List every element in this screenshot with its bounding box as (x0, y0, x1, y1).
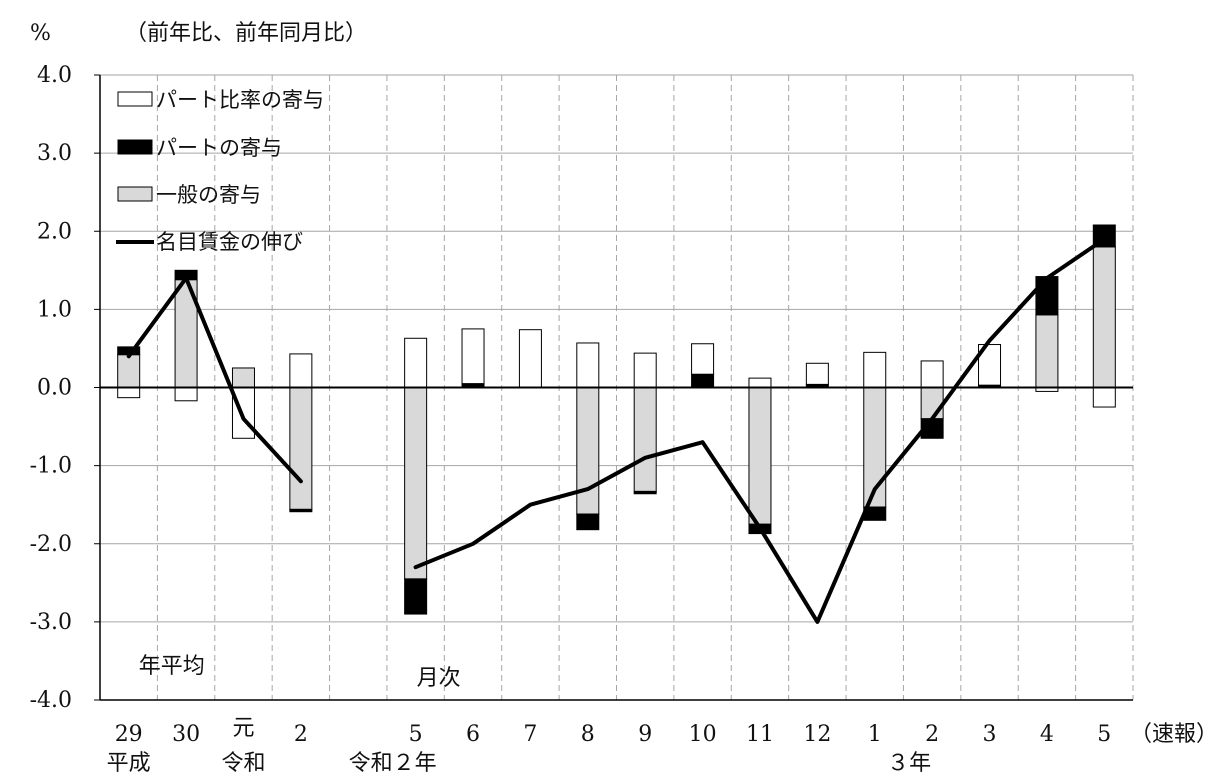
x-tick-label: 8 (581, 722, 595, 747)
bar-segment (748, 377, 772, 388)
x-tick-label: 12 (803, 722, 831, 747)
x-tick-label: 1 (868, 722, 882, 747)
bar-segment (117, 354, 141, 388)
y-tick-label: 4.0 (37, 63, 72, 88)
preliminary-label: （速報） (1130, 722, 1205, 747)
x-tick-label: 6 (466, 722, 480, 747)
x-tick-label: 2 (925, 722, 939, 747)
bar-segment (691, 343, 715, 375)
bar-segment (404, 578, 428, 615)
x-tick-label: 9 (638, 722, 652, 747)
bar-segment (289, 508, 313, 513)
bars (117, 224, 1116, 615)
y-tick-label: -2.0 (30, 532, 72, 557)
bar-segment (805, 362, 829, 385)
bar-segment (231, 367, 255, 388)
y-tick-label: -1.0 (30, 454, 72, 479)
bar-segment (289, 353, 313, 388)
section-label: 月次 (417, 666, 461, 691)
bar-segment (863, 351, 887, 388)
legend-label: 名目賃金の伸び (156, 230, 303, 254)
bar-segment (748, 387, 772, 525)
line-series (126, 237, 1107, 624)
y-tick-label: 0.0 (37, 376, 72, 401)
legend-label: 一般の寄与 (156, 183, 261, 207)
bar-segment (633, 352, 657, 388)
bar-segment (461, 328, 485, 385)
bar-segment (920, 360, 944, 388)
x-tick-label: 11 (746, 722, 774, 747)
nominal-wage-line (126, 276, 303, 484)
x-group-label: 令和２年 (349, 751, 437, 776)
x-group-label: 令和 (221, 751, 265, 776)
x-tick-label: 29 (115, 722, 143, 747)
x-tick-label: 30 (172, 722, 200, 747)
x-tick-label: 5 (1097, 722, 1111, 747)
bar-segment (404, 337, 428, 388)
bar-segment (633, 490, 657, 495)
y-tick-label: 2.0 (37, 219, 72, 244)
bar-segment (920, 387, 944, 420)
y-tick-label: 3.0 (37, 141, 72, 166)
bar-segment (576, 387, 600, 515)
bar-segment (404, 387, 428, 580)
x-tick-label: 元 (232, 716, 254, 741)
bar-segment (576, 342, 600, 388)
y-tick-label: -4.0 (30, 688, 72, 713)
bar-segment (117, 387, 141, 399)
chart-title: （前年比、前年同月比） (125, 21, 367, 46)
x-tick-label: 10 (689, 722, 717, 747)
legend-swatch (117, 139, 153, 155)
bar-segment (518, 329, 542, 388)
bar-segment (1092, 387, 1116, 408)
bar-segment (633, 387, 657, 492)
legend-label: パートの寄与 (156, 136, 282, 160)
bar-segment (1092, 246, 1116, 388)
bar-segment (691, 373, 715, 388)
bar-segment (576, 513, 600, 531)
bar-segment (289, 387, 313, 510)
x-tick-label: 4 (1040, 722, 1054, 747)
axes: 4.03.02.01.00.0-1.0-2.0-3.0-4.029 30 元 2 5 6 7… (30, 63, 1133, 776)
bar-segment (1035, 314, 1059, 388)
y-tick-label: 1.0 (37, 297, 72, 322)
bar-segment (174, 387, 198, 402)
x-tick-label: 7 (523, 722, 537, 747)
y-tick-label: -3.0 (30, 610, 72, 635)
bar-segment (978, 344, 1002, 386)
legend-swatch (117, 91, 153, 107)
y-unit-label: % (30, 21, 51, 46)
bar-segment (1035, 276, 1059, 316)
legend-label: パート比率の寄与 (156, 88, 324, 112)
section-label: 年平均 (139, 654, 205, 679)
legend-swatch (117, 186, 153, 202)
x-group-label: ３年 (887, 751, 931, 776)
nominal-wage-line (413, 237, 1107, 624)
x-tick-label: 5 (409, 722, 423, 747)
x-group-label: 平成 (107, 751, 151, 776)
x-tick-label: 2 (294, 722, 308, 747)
x-tick-label: 3 (983, 722, 997, 747)
